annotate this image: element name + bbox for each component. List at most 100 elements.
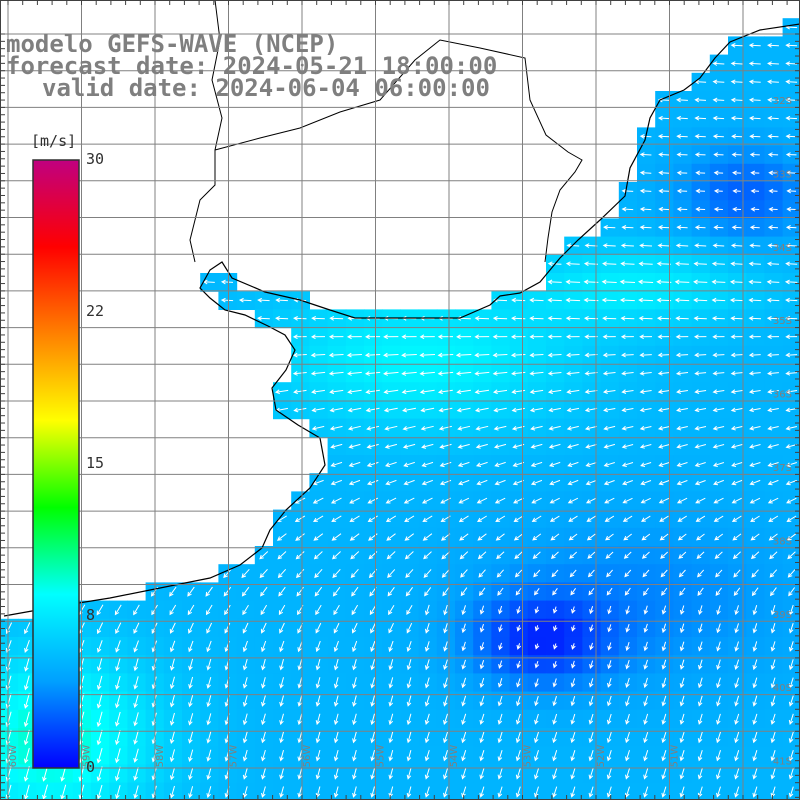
wind-arrow xyxy=(712,243,725,248)
wind-arrow xyxy=(96,675,103,691)
latitude-label: 32S xyxy=(773,96,792,107)
wind-arrow xyxy=(716,605,721,615)
wind-arrow xyxy=(553,643,558,650)
wind-arrow xyxy=(588,731,594,744)
wind-arrow xyxy=(437,352,454,358)
wind-arrow xyxy=(461,659,466,670)
wind-arrow xyxy=(712,352,725,358)
wind-arrow xyxy=(443,677,448,689)
wind-arrow xyxy=(188,676,194,689)
wind-arrow xyxy=(788,713,794,725)
wind-arrow xyxy=(241,586,250,597)
wind-arrow xyxy=(275,297,288,303)
wind-arrow xyxy=(352,659,357,671)
wind-arrow xyxy=(458,479,470,486)
wind-arrow xyxy=(169,604,177,616)
wind-arrow xyxy=(625,677,630,688)
wind-arrow xyxy=(402,443,416,449)
wind-arrow xyxy=(787,551,796,560)
wind-arrow xyxy=(604,497,615,504)
wind-arrow xyxy=(566,243,580,248)
wind-arrow xyxy=(625,641,630,652)
wind-arrow xyxy=(169,622,176,634)
wind-arrow xyxy=(443,750,448,762)
wind-arrow xyxy=(585,497,597,504)
wind-arrow xyxy=(788,641,794,652)
wind-arrow xyxy=(693,334,707,340)
wind-arrow xyxy=(297,768,303,780)
wind-arrow xyxy=(639,370,652,376)
wind-arrow xyxy=(568,533,578,541)
wind-arrow xyxy=(259,568,268,579)
wind-arrow xyxy=(419,389,435,395)
wind-arrow xyxy=(315,622,322,634)
wind-arrow xyxy=(533,569,541,578)
wind-arrow xyxy=(479,731,485,744)
wind-arrow xyxy=(752,605,758,616)
wind-arrow xyxy=(424,622,430,634)
wind-arrow xyxy=(403,497,415,504)
wind-arrow xyxy=(259,551,269,560)
wind-arrow xyxy=(657,352,670,358)
wind-arrow xyxy=(514,551,523,560)
coastline xyxy=(3,23,800,617)
wind-arrow xyxy=(766,297,780,303)
wind-arrow xyxy=(529,352,544,358)
wind-arrow xyxy=(676,115,688,121)
wind-arrow xyxy=(516,695,521,707)
wind-arrow xyxy=(732,533,742,541)
wind-arrow xyxy=(571,606,576,614)
wind-arrow xyxy=(461,786,467,798)
wind-arrow xyxy=(279,677,284,689)
wind-arrow xyxy=(785,225,797,230)
wind-arrow xyxy=(641,515,651,522)
wind-arrow xyxy=(750,170,760,176)
wind-arrow xyxy=(748,389,761,394)
wind-arrow xyxy=(620,261,635,267)
wind-arrow xyxy=(625,623,630,633)
wind-arrow xyxy=(456,389,471,395)
wind-arrow xyxy=(784,279,798,285)
wind-arrow xyxy=(96,693,103,709)
wind-arrow xyxy=(424,677,430,689)
wind-arrow xyxy=(679,786,685,798)
wind-arrow xyxy=(622,497,633,504)
wind-arrow xyxy=(529,407,543,413)
wind-arrow xyxy=(769,587,777,597)
wind-arrow xyxy=(494,479,506,486)
wind-arrow xyxy=(311,425,325,431)
wind-arrow xyxy=(188,731,194,744)
wind-arrow xyxy=(169,731,175,744)
wind-arrow xyxy=(661,731,667,744)
wind-arrow xyxy=(530,425,543,431)
wind-arrow xyxy=(494,497,506,504)
wind-arrow xyxy=(364,352,381,358)
wind-arrow xyxy=(406,622,413,634)
longitude-label: 55W xyxy=(376,745,387,768)
wind-arrow xyxy=(332,568,341,579)
wind-arrow xyxy=(676,497,688,504)
wind-arrow xyxy=(679,677,685,689)
wind-arrow xyxy=(752,623,758,634)
wind-arrow xyxy=(679,659,685,670)
wind-arrow xyxy=(330,479,342,486)
wind-arrow xyxy=(768,188,778,194)
wind-arrow xyxy=(658,206,670,212)
wind-arrow xyxy=(422,533,433,541)
wind-arrow xyxy=(133,748,139,763)
wind-arrow xyxy=(734,605,739,616)
longitude-label: 53W xyxy=(523,745,534,768)
wind-arrow xyxy=(565,297,581,303)
wind-arrow xyxy=(716,695,721,707)
wind-arrow xyxy=(443,786,448,798)
wind-arrow xyxy=(511,315,526,321)
wind-arrow xyxy=(713,225,724,230)
wind-arrow xyxy=(567,461,579,467)
wind-arrow xyxy=(457,443,470,449)
wind-arrow xyxy=(734,713,740,725)
wind-arrow xyxy=(625,731,630,744)
wind-arrow xyxy=(766,334,780,340)
wind-arrow xyxy=(406,749,412,762)
wind-arrow xyxy=(570,750,576,762)
wind-arrow xyxy=(676,444,688,449)
